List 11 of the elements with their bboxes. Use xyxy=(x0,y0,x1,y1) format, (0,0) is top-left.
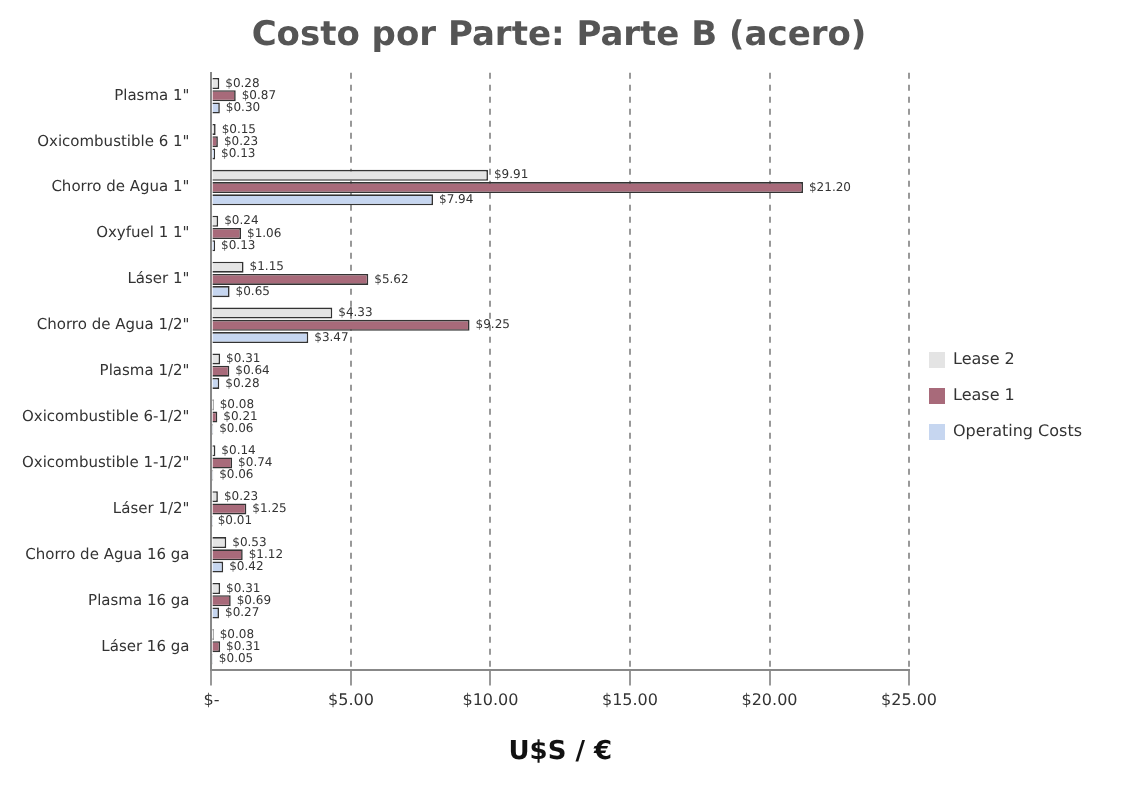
x-tick-label: $20.00 xyxy=(741,691,798,710)
x-tick-label: $- xyxy=(203,691,220,710)
legend-label: Lease 1 xyxy=(953,386,1015,405)
x-tick-label: $5.00 xyxy=(328,691,374,710)
chart-title: Costo por Parte: Parte B (acero) xyxy=(251,15,867,56)
x-axis-title: U$S / € xyxy=(508,737,613,768)
x-tick-label: $10.00 xyxy=(462,691,519,710)
legend-label: Operating Costs xyxy=(953,422,1083,441)
legend-label: Lease 2 xyxy=(953,350,1015,369)
x-tick-label: $25.00 xyxy=(881,691,938,710)
x-tick-label: $15.00 xyxy=(601,691,658,710)
